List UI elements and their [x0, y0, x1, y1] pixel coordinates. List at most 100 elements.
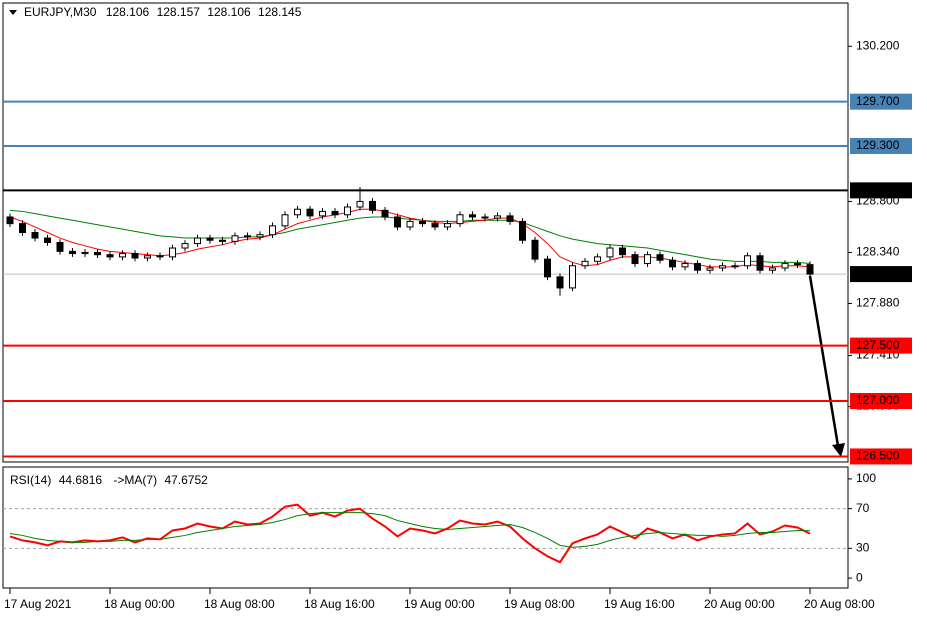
candle-body [319, 210, 326, 217]
candle-body [419, 220, 426, 225]
candle-body [6, 216, 14, 225]
header-value: 128.145 [258, 5, 302, 19]
candle-body [156, 255, 164, 258]
candle-body [681, 263, 689, 268]
candle-body [456, 214, 464, 225]
candle-body [669, 259, 676, 268]
x-tick-label: 18 Aug 08:00 [204, 597, 275, 611]
candle-body [31, 232, 39, 239]
arrow-head [832, 443, 845, 457]
candle-body [69, 250, 76, 255]
x-tick-label: 19 Aug 00:00 [404, 597, 475, 611]
candle-body [744, 255, 751, 267]
candle-body [94, 251, 101, 256]
candle-body [556, 276, 564, 289]
level-label: 127.500 [856, 338, 900, 352]
candle-body [781, 263, 789, 269]
candle-body [344, 206, 351, 216]
candle-body [519, 220, 526, 241]
rsi-header: RSI(14) 44.6816 ->MA(7) 47.6752 [10, 473, 208, 487]
candle-body [306, 208, 314, 217]
y-tick-label: 0 [856, 570, 863, 584]
candle-body [444, 223, 451, 228]
header-value: 128.106 [207, 5, 251, 19]
candle-body [369, 200, 376, 211]
level-label-box [850, 138, 912, 155]
candle-body [481, 216, 489, 219]
rsi-ma-line [9, 512, 811, 548]
ma-label: ->MA(7) [113, 473, 157, 487]
candle-body [794, 263, 801, 266]
candle-body [331, 210, 339, 216]
candle-body [506, 215, 514, 222]
last-price-label: 128.145 [856, 266, 900, 280]
x-tick-label: 20 Aug 08:00 [804, 597, 875, 611]
candle-body [19, 223, 26, 233]
candle-body [181, 243, 189, 249]
x-tick-label: 19 Aug 16:00 [604, 597, 675, 611]
candle-body [294, 208, 301, 216]
moving-average [9, 208, 811, 268]
ma-value: 47.6752 [164, 473, 208, 487]
x-tick-label: 18 Aug 16:00 [304, 597, 375, 611]
y-tick-label: 130.200 [856, 38, 900, 52]
candle-body [544, 258, 551, 278]
main-panel [2, 2, 849, 463]
candle-body [206, 237, 214, 241]
candle-body [631, 254, 639, 265]
level-label-box [850, 393, 912, 410]
candle-body [406, 220, 414, 228]
header-value: 128.157 [157, 5, 201, 19]
x-tick-label: 17 Aug 2021 [4, 597, 72, 611]
candle-body [756, 255, 764, 271]
candle-body [56, 241, 64, 252]
candle-body [381, 209, 389, 218]
candle-body [194, 237, 201, 245]
candle-body [169, 247, 176, 258]
level-label: 129.700 [856, 94, 900, 108]
candle-body [44, 237, 51, 243]
level-label-box [850, 182, 912, 199]
candle-body [806, 264, 814, 275]
candle-body [494, 215, 501, 219]
candle-body [619, 247, 626, 256]
candle-body [106, 254, 114, 258]
candle-body [606, 247, 614, 258]
candle-body [769, 267, 776, 271]
candle-body [119, 253, 126, 258]
level-label: 128.900 [856, 183, 900, 197]
y-tick-label: 30 [856, 540, 870, 554]
candle-body [644, 254, 651, 265]
header-value: 128.106 [106, 5, 150, 19]
candle-body [719, 265, 726, 269]
level-label-box [850, 448, 912, 465]
candle-body [256, 234, 264, 238]
candle-body [219, 239, 226, 242]
candle-body [231, 235, 239, 242]
candle-body [244, 235, 251, 238]
candle-body [694, 263, 701, 271]
candle-body [81, 251, 89, 255]
candle-body [269, 225, 276, 236]
candle-body [394, 216, 401, 228]
y-tick-label: 128.340 [856, 245, 900, 259]
y-tick-label: 70 [856, 501, 870, 515]
candle-body [706, 267, 714, 271]
candle-body [469, 214, 476, 218]
arrow-line [808, 275, 840, 447]
level-label-box [850, 337, 912, 354]
rsi-line [9, 503, 811, 564]
candle-body [281, 214, 289, 227]
candle-body [581, 260, 589, 267]
candle-body [594, 256, 601, 262]
candle-body [431, 223, 439, 228]
level-label: 129.300 [856, 138, 900, 152]
chart-header: EURJPY,M30 128.106 128.157 128.106 128.1… [24, 5, 302, 19]
rsi-panel [2, 466, 849, 589]
level-label-box [850, 93, 912, 110]
candle-body [569, 265, 576, 289]
candle-body [531, 239, 539, 260]
rsi-label: RSI(14) [10, 473, 51, 487]
